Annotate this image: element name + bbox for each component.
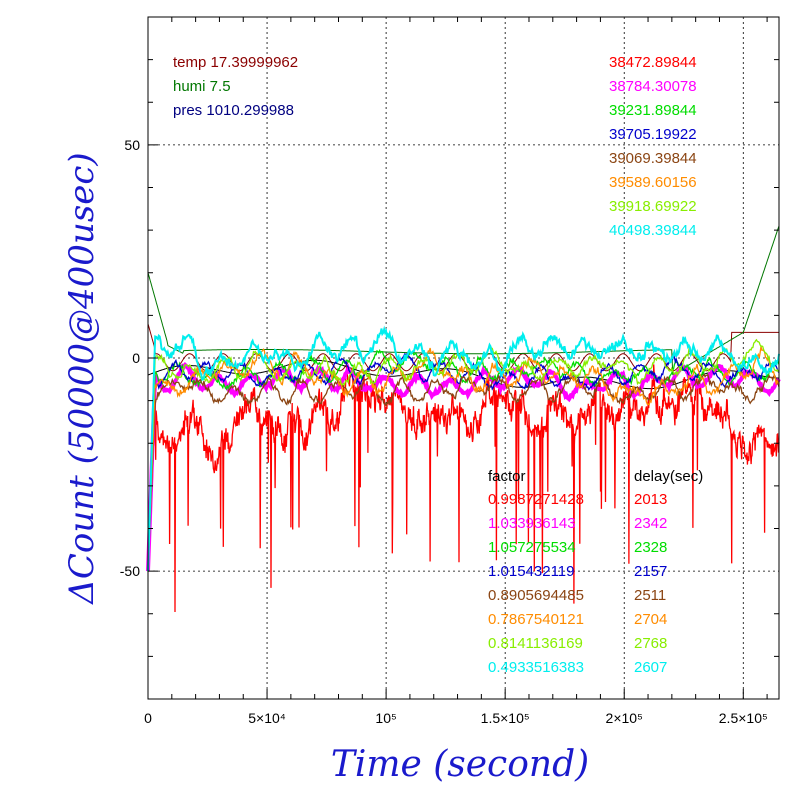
- delay-value: 2704: [634, 611, 667, 628]
- factor-value: 1.015432119: [488, 563, 574, 580]
- factor-value: 0.4933516383: [488, 659, 584, 676]
- annotations: temp 17.39999962 humi 7.5 pres 1010.299988…: [173, 54, 703, 676]
- factor-value: 0.8905694485: [488, 587, 584, 604]
- factor-header: factor: [488, 468, 526, 485]
- delay-value: 2607: [634, 659, 667, 676]
- delay-value: 2511: [634, 587, 666, 604]
- series-line-7: [147, 325, 780, 572]
- series-lines: [146, 225, 781, 613]
- delay-value: 2328: [634, 539, 667, 556]
- series-line-5: [147, 346, 780, 572]
- factor-value: 0.7867540121: [488, 611, 584, 628]
- y-tick-label: 0: [132, 350, 140, 366]
- env-label: temp 17.39999962: [173, 54, 298, 71]
- x-tick-label: 0: [144, 710, 152, 726]
- env-label: humi 7.5: [173, 78, 231, 95]
- y-axis-title: ΔCount (50000@400usec): [62, 152, 102, 605]
- series-value-label: 39069.39844: [609, 150, 697, 167]
- x-axis-title: Time (second): [331, 744, 589, 785]
- x-tick-label: 10⁵: [375, 710, 396, 726]
- factor-value: 1.057275534: [488, 539, 576, 556]
- series-line-2: [147, 348, 780, 572]
- delay-value: 2342: [634, 515, 667, 532]
- series-value-label: 40498.39844: [609, 222, 697, 239]
- factor-value: 0.8141136169: [488, 635, 583, 652]
- series-value-label: 39231.89844: [609, 102, 697, 119]
- x-tick-label: 2×10⁵: [606, 710, 643, 726]
- env-label: pres 1010.299988: [173, 102, 294, 119]
- delay-value: 2013: [634, 491, 667, 508]
- y-tick-label: -50: [120, 563, 140, 579]
- delay-header: delay(sec): [634, 468, 703, 485]
- delay-value: 2157: [634, 563, 667, 580]
- delay-value: 2768: [634, 635, 667, 652]
- series-value-label: 38784.30078: [609, 78, 697, 95]
- series-value-label: 38472.89844: [609, 54, 697, 71]
- series-value-label: 39705.19922: [609, 126, 697, 143]
- x-tick-label: 5×10⁴: [248, 710, 286, 726]
- y-tick-label: 50: [124, 137, 140, 153]
- series-line-4: [147, 372, 780, 572]
- series-value-label: 39589.60156: [609, 174, 697, 191]
- factor-value: 0.9987271428: [488, 491, 584, 508]
- x-tick-label: 1.5×10⁵: [481, 710, 530, 726]
- series-value-label: 39918.69922: [609, 198, 697, 215]
- x-tick-label: 2.5×10⁵: [719, 710, 768, 726]
- factor-value: 1.033936143: [488, 515, 576, 532]
- series-line-0: [147, 364, 780, 613]
- ticks: 0 5×10⁴ 10⁵ 1.5×10⁵ 2×10⁵ 2.5×10⁵ 50 0 -50: [120, 17, 779, 726]
